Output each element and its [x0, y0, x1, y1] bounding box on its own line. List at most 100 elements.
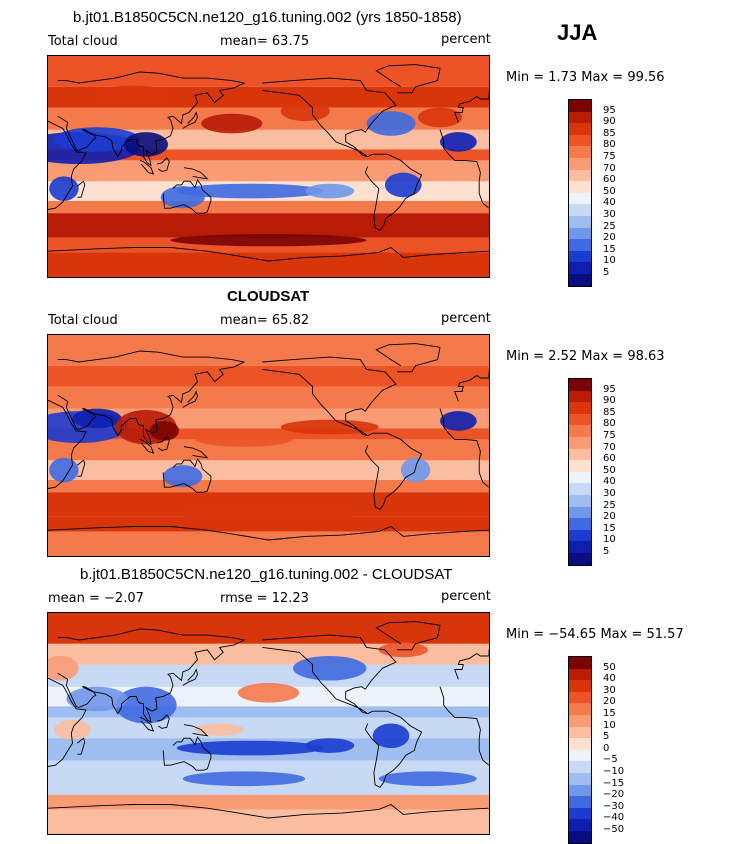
colorbar-swatch	[569, 448, 591, 461]
colorbar-tick-label: 60	[603, 174, 616, 186]
colorbar-tick-label: 90	[603, 116, 616, 128]
colorbar-swatch	[569, 703, 591, 715]
coastline	[182, 111, 198, 129]
colorbar-swatch	[569, 506, 591, 519]
coastline	[77, 180, 86, 198]
contour-region	[176, 183, 324, 199]
coastlines	[48, 343, 489, 541]
coastline	[156, 157, 170, 172]
colorbar-swatch	[569, 402, 591, 414]
panel-1-map	[47, 55, 490, 278]
colorbar-swatch	[569, 390, 591, 403]
colorbar-swatch	[569, 273, 591, 286]
contour-region	[372, 723, 410, 749]
coastline	[48, 399, 87, 489]
colorbar-tick-label: 70	[603, 441, 616, 453]
colorbar-tick-label: 60	[603, 453, 616, 465]
contour-region	[48, 160, 489, 182]
colorbar-tick-label: 10	[603, 719, 616, 731]
contour-region	[48, 706, 489, 718]
contour-region	[176, 740, 324, 756]
panel-3-minmax: Min = −54.65 Max = 51.57	[506, 627, 684, 642]
contour-region	[49, 457, 79, 483]
colorbar-swatch	[569, 111, 591, 124]
colorbar-swatch	[569, 761, 591, 773]
colorbar-swatch	[569, 379, 591, 391]
coastline	[375, 343, 441, 373]
coastline	[48, 120, 87, 210]
contour-region	[48, 717, 489, 739]
coastline	[439, 408, 489, 488]
contour-region	[48, 664, 489, 687]
colorbar-tick-label: −50	[603, 824, 625, 835]
colorbar-swatch	[569, 714, 591, 727]
coastline	[262, 356, 397, 437]
colorbar-swatch	[569, 529, 591, 542]
colorbar-tick-label: 40	[603, 197, 616, 209]
colorbar-tick-label: 80	[603, 418, 616, 430]
contour-region	[66, 686, 128, 712]
contour-region	[305, 183, 355, 199]
colorbar-swatch	[569, 668, 591, 681]
contour-region	[195, 431, 293, 447]
contour-fill-layer	[48, 613, 489, 834]
coastline	[439, 129, 489, 209]
colorbar-tick-label: 30	[603, 684, 616, 696]
panel-2-units: percent	[441, 311, 491, 326]
colorbar-tick-label: −40	[603, 812, 625, 824]
colorbar-swatch	[569, 483, 591, 495]
contour-region	[48, 213, 489, 238]
colorbar-tick-label: 20	[603, 511, 616, 523]
coastline	[77, 737, 86, 755]
colorbar-swatch	[569, 157, 591, 170]
colorbar-swatch	[569, 215, 591, 228]
colorbar-swatch	[569, 819, 591, 831]
contour-region	[182, 771, 306, 787]
contour-region	[48, 479, 489, 493]
coastline	[48, 803, 489, 819]
coastline	[454, 649, 489, 680]
contour-region	[48, 149, 489, 161]
coastline	[454, 371, 489, 402]
colorbar-swatch	[569, 146, 591, 158]
panel-1-mean: mean= 63.75	[220, 34, 310, 49]
coastline	[364, 432, 423, 510]
coastline	[162, 179, 212, 214]
colorbar-tick-label: 30	[603, 209, 616, 220]
coastline	[139, 159, 155, 175]
colorbar-swatch	[569, 204, 591, 216]
colorbar-swatch	[569, 830, 591, 843]
colorbar-swatch	[569, 749, 591, 762]
colorbar-tick-label: 20	[603, 232, 616, 244]
colorbar-tick-label: −20	[603, 789, 625, 801]
colorbar-swatch	[569, 494, 591, 507]
contour-region	[195, 723, 244, 736]
coastline	[48, 246, 489, 262]
map-field	[48, 56, 489, 277]
colorbar-tick-label: 50	[603, 661, 616, 673]
colorbar-swatch	[569, 250, 591, 263]
contour-region	[123, 132, 169, 157]
colorbar-swatch	[569, 262, 591, 274]
coastline	[48, 677, 87, 767]
colorbar-swatch	[569, 518, 591, 530]
contour-region	[440, 411, 477, 431]
contour-region	[48, 516, 489, 532]
map-field	[48, 613, 489, 834]
coastline	[162, 458, 212, 493]
panel-2-minmax: Min = 2.52 Max = 98.63	[506, 349, 665, 364]
coastline	[364, 710, 423, 788]
panel-1-colorbar	[568, 99, 592, 287]
contour-region	[440, 132, 477, 152]
contour-region	[163, 465, 203, 488]
colorbar-swatch	[569, 436, 591, 449]
contour-region	[280, 101, 330, 122]
coastlines	[48, 64, 489, 262]
contour-region	[97, 85, 171, 106]
contour-region	[170, 505, 367, 521]
contour-region	[417, 107, 463, 128]
colorbar-tick-label: 95	[603, 104, 616, 116]
coastline	[364, 153, 423, 231]
colorbar-swatch	[569, 239, 591, 251]
panel-3-mean: mean = −2.07	[48, 591, 144, 606]
